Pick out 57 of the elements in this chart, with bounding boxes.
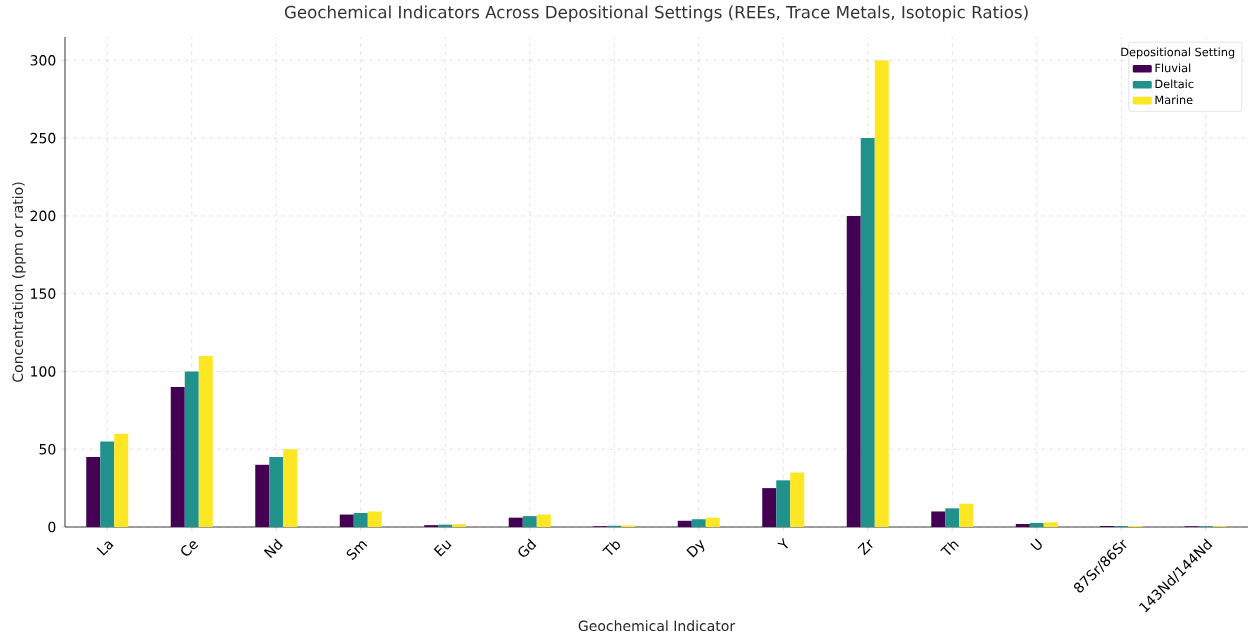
- y-tick-label: 200: [30, 210, 56, 222]
- x-tick-label: U: [1030, 538, 1042, 550]
- bar: [762, 488, 777, 527]
- chart-title: Geochemical Indicators Across Depositional Settings (REEs, Trace Metals, Isotopic Ratios): [284, 5, 1028, 22]
- bar: [269, 457, 284, 527]
- bar: [283, 449, 298, 527]
- legend-label: Marine: [1155, 95, 1193, 105]
- x-tick-label: Dy: [686, 539, 705, 558]
- x-tick-label: Nd: [263, 538, 283, 558]
- bar: [945, 508, 960, 527]
- bar: [339, 514, 354, 527]
- bar: [508, 517, 523, 527]
- x-tick-label: Th: [940, 541, 959, 555]
- bar: [1015, 523, 1030, 527]
- y-tick-label: 0: [48, 521, 56, 533]
- bar: [100, 441, 115, 527]
- bar: [353, 513, 368, 527]
- x-tick-label: Eu: [433, 540, 452, 557]
- bar: [677, 520, 692, 527]
- bar: [536, 514, 551, 527]
- bar: [255, 464, 270, 527]
- bar: [1029, 523, 1044, 527]
- x-tick-label: Y: [777, 537, 788, 549]
- bar: [86, 457, 101, 527]
- y-tick-label: 300: [30, 55, 56, 66]
- y-tick-label: 250: [30, 132, 56, 144]
- bar: [790, 472, 805, 527]
- bar: [184, 371, 199, 527]
- bar: [522, 516, 537, 527]
- x-tick-label: Zr: [857, 539, 873, 556]
- bar: [691, 519, 706, 527]
- legend-title: Depositional Setting: [1121, 47, 1235, 59]
- bar: [198, 355, 213, 527]
- y-tick-label: 100: [31, 366, 56, 377]
- x-axis-title: Geochemical Indicator: [578, 620, 736, 632]
- y-tick-label: 50: [39, 443, 56, 455]
- x-tick-label: La: [96, 541, 114, 556]
- y-axis-title: Concentration (ppm or ratio): [12, 182, 26, 382]
- bar: [931, 511, 946, 527]
- legend-label: Fluvial: [1155, 63, 1191, 73]
- bar: [1043, 522, 1058, 527]
- y-tick-label: 150: [31, 288, 56, 299]
- x-tick-label: Ce: [181, 541, 199, 556]
- bar: [846, 215, 861, 527]
- bar: [170, 387, 185, 527]
- bar: [705, 517, 720, 527]
- bar: [367, 511, 382, 527]
- legend-label: Deltaic: [1155, 79, 1194, 89]
- x-tick-label: Sm: [346, 541, 368, 560]
- bar: [860, 138, 875, 527]
- bar: [452, 524, 467, 527]
- bar: [959, 503, 974, 527]
- x-tick-label: Tb: [602, 541, 620, 555]
- bar: [874, 60, 889, 527]
- x-tick-label: Gd: [518, 538, 537, 557]
- bar: [776, 480, 791, 527]
- bar: [114, 433, 129, 527]
